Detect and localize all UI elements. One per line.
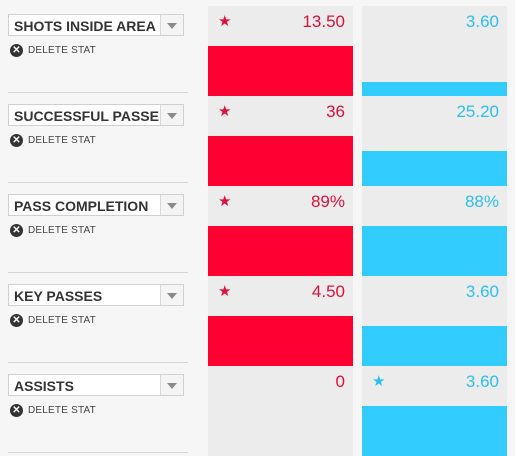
star-icon: ★ [218,103,232,120]
away-stat-cell: 88% [362,186,507,276]
away-stat-value: 3.60 [465,282,499,301]
away-stat-cell: 25.20 [362,96,507,186]
stat-select[interactable]: SUCCESSFUL PASSES [8,104,184,126]
delete-stat-button[interactable]: ✕ DELETE STAT [10,223,96,237]
away-stat-bar [362,151,507,186]
row-divider [8,452,188,453]
close-circle-icon: ✕ [10,223,23,237]
home-stat-bar [208,46,353,96]
close-circle-icon: ✕ [10,133,23,147]
delete-stat-label: DELETE STAT [28,134,96,146]
stat-row: SUCCESSFUL PASSES ✕ DELETE STAT ★ 36 25.… [0,96,515,186]
away-stat-bar [362,82,507,96]
home-stat-value: 4.50 [311,282,345,301]
stat-select[interactable]: SHOTS INSIDE AREA [8,14,184,36]
stat-select-toggle[interactable] [160,105,183,125]
away-stat-bar [362,326,507,366]
stat-select-value: ASSISTS [14,378,74,394]
delete-stat-label: DELETE STAT [28,44,96,56]
delete-stat-button[interactable]: ✕ DELETE STAT [10,133,96,147]
away-stat-bar [362,406,507,456]
home-stat-cell: 0 [208,366,353,456]
chevron-down-icon [167,203,177,209]
star-icon: ★ [218,13,232,30]
delete-stat-label: DELETE STAT [28,224,96,236]
stat-row: PASS COMPLETION ✕ DELETE STAT ★ 89% 88% [0,186,515,276]
stat-select-value: SHOTS INSIDE AREA [14,18,156,34]
chevron-down-icon [167,293,177,299]
stat-select-value: SUCCESSFUL PASSES [14,108,159,124]
stat-controls: SHOTS INSIDE AREA ✕ DELETE STAT [0,6,190,96]
away-stat-cell: ★ 3.60 [362,366,507,456]
away-stat-value: 3.60 [465,12,499,31]
delete-stat-label: DELETE STAT [28,314,96,326]
close-circle-icon: ✕ [10,313,23,327]
chevron-down-icon [167,113,177,119]
stat-controls: PASS COMPLETION ✕ DELETE STAT [0,186,190,276]
stat-select-value: PASS COMPLETION [14,198,149,214]
home-stat-value: 13.50 [302,12,345,31]
stat-row: KEY PASSES ✕ DELETE STAT ★ 4.50 3.60 [0,276,515,366]
away-stat-bar [362,226,507,276]
stat-select-toggle[interactable] [160,375,183,395]
home-stat-bar [208,316,353,366]
stat-controls: ASSISTS ✕ DELETE STAT [0,366,190,456]
stat-select[interactable]: KEY PASSES [8,284,184,306]
home-stat-value: 36 [326,102,345,121]
row-divider [8,92,188,93]
home-stat-bar [208,136,353,186]
stat-row: ASSISTS ✕ DELETE STAT 0 ★ 3.60 [0,366,515,456]
star-icon: ★ [218,283,232,300]
home-stat-cell: ★ 4.50 [208,276,353,366]
away-stat-value: 88% [464,192,499,211]
close-circle-icon: ✕ [10,403,23,417]
stat-select[interactable]: PASS COMPLETION [8,194,184,216]
chevron-down-icon [167,23,177,29]
away-stat-cell: 3.60 [362,6,507,96]
row-divider [8,182,188,183]
stat-controls: SUCCESSFUL PASSES ✕ DELETE STAT [0,96,190,186]
chevron-down-icon [167,383,177,389]
home-stat-cell: ★ 36 [208,96,353,186]
away-stat-value: 3.60 [465,372,499,391]
stat-select-toggle[interactable] [160,15,183,35]
stat-controls: KEY PASSES ✕ DELETE STAT [0,276,190,366]
delete-stat-button[interactable]: ✕ DELETE STAT [10,43,96,57]
home-stat-value: 89% [310,192,345,211]
home-stat-cell: ★ 89% [208,186,353,276]
stat-select-toggle[interactable] [160,285,183,305]
row-divider [8,362,188,363]
away-stat-cell: 3.60 [362,276,507,366]
delete-stat-label: DELETE STAT [28,404,96,416]
star-icon: ★ [218,193,232,210]
close-circle-icon: ✕ [10,43,23,57]
star-icon: ★ [372,373,386,390]
stat-select[interactable]: ASSISTS [8,374,184,396]
row-divider [8,272,188,273]
home-stat-cell: ★ 13.50 [208,6,353,96]
stat-select-value: KEY PASSES [14,288,103,304]
home-stat-value: 0 [335,372,345,391]
delete-stat-button[interactable]: ✕ DELETE STAT [10,313,96,327]
delete-stat-button[interactable]: ✕ DELETE STAT [10,403,96,417]
stat-select-toggle[interactable] [160,195,183,215]
away-stat-value: 25.20 [456,102,499,121]
home-stat-bar [208,226,353,276]
stat-row: SHOTS INSIDE AREA ✕ DELETE STAT ★ 13.50 … [0,6,515,96]
